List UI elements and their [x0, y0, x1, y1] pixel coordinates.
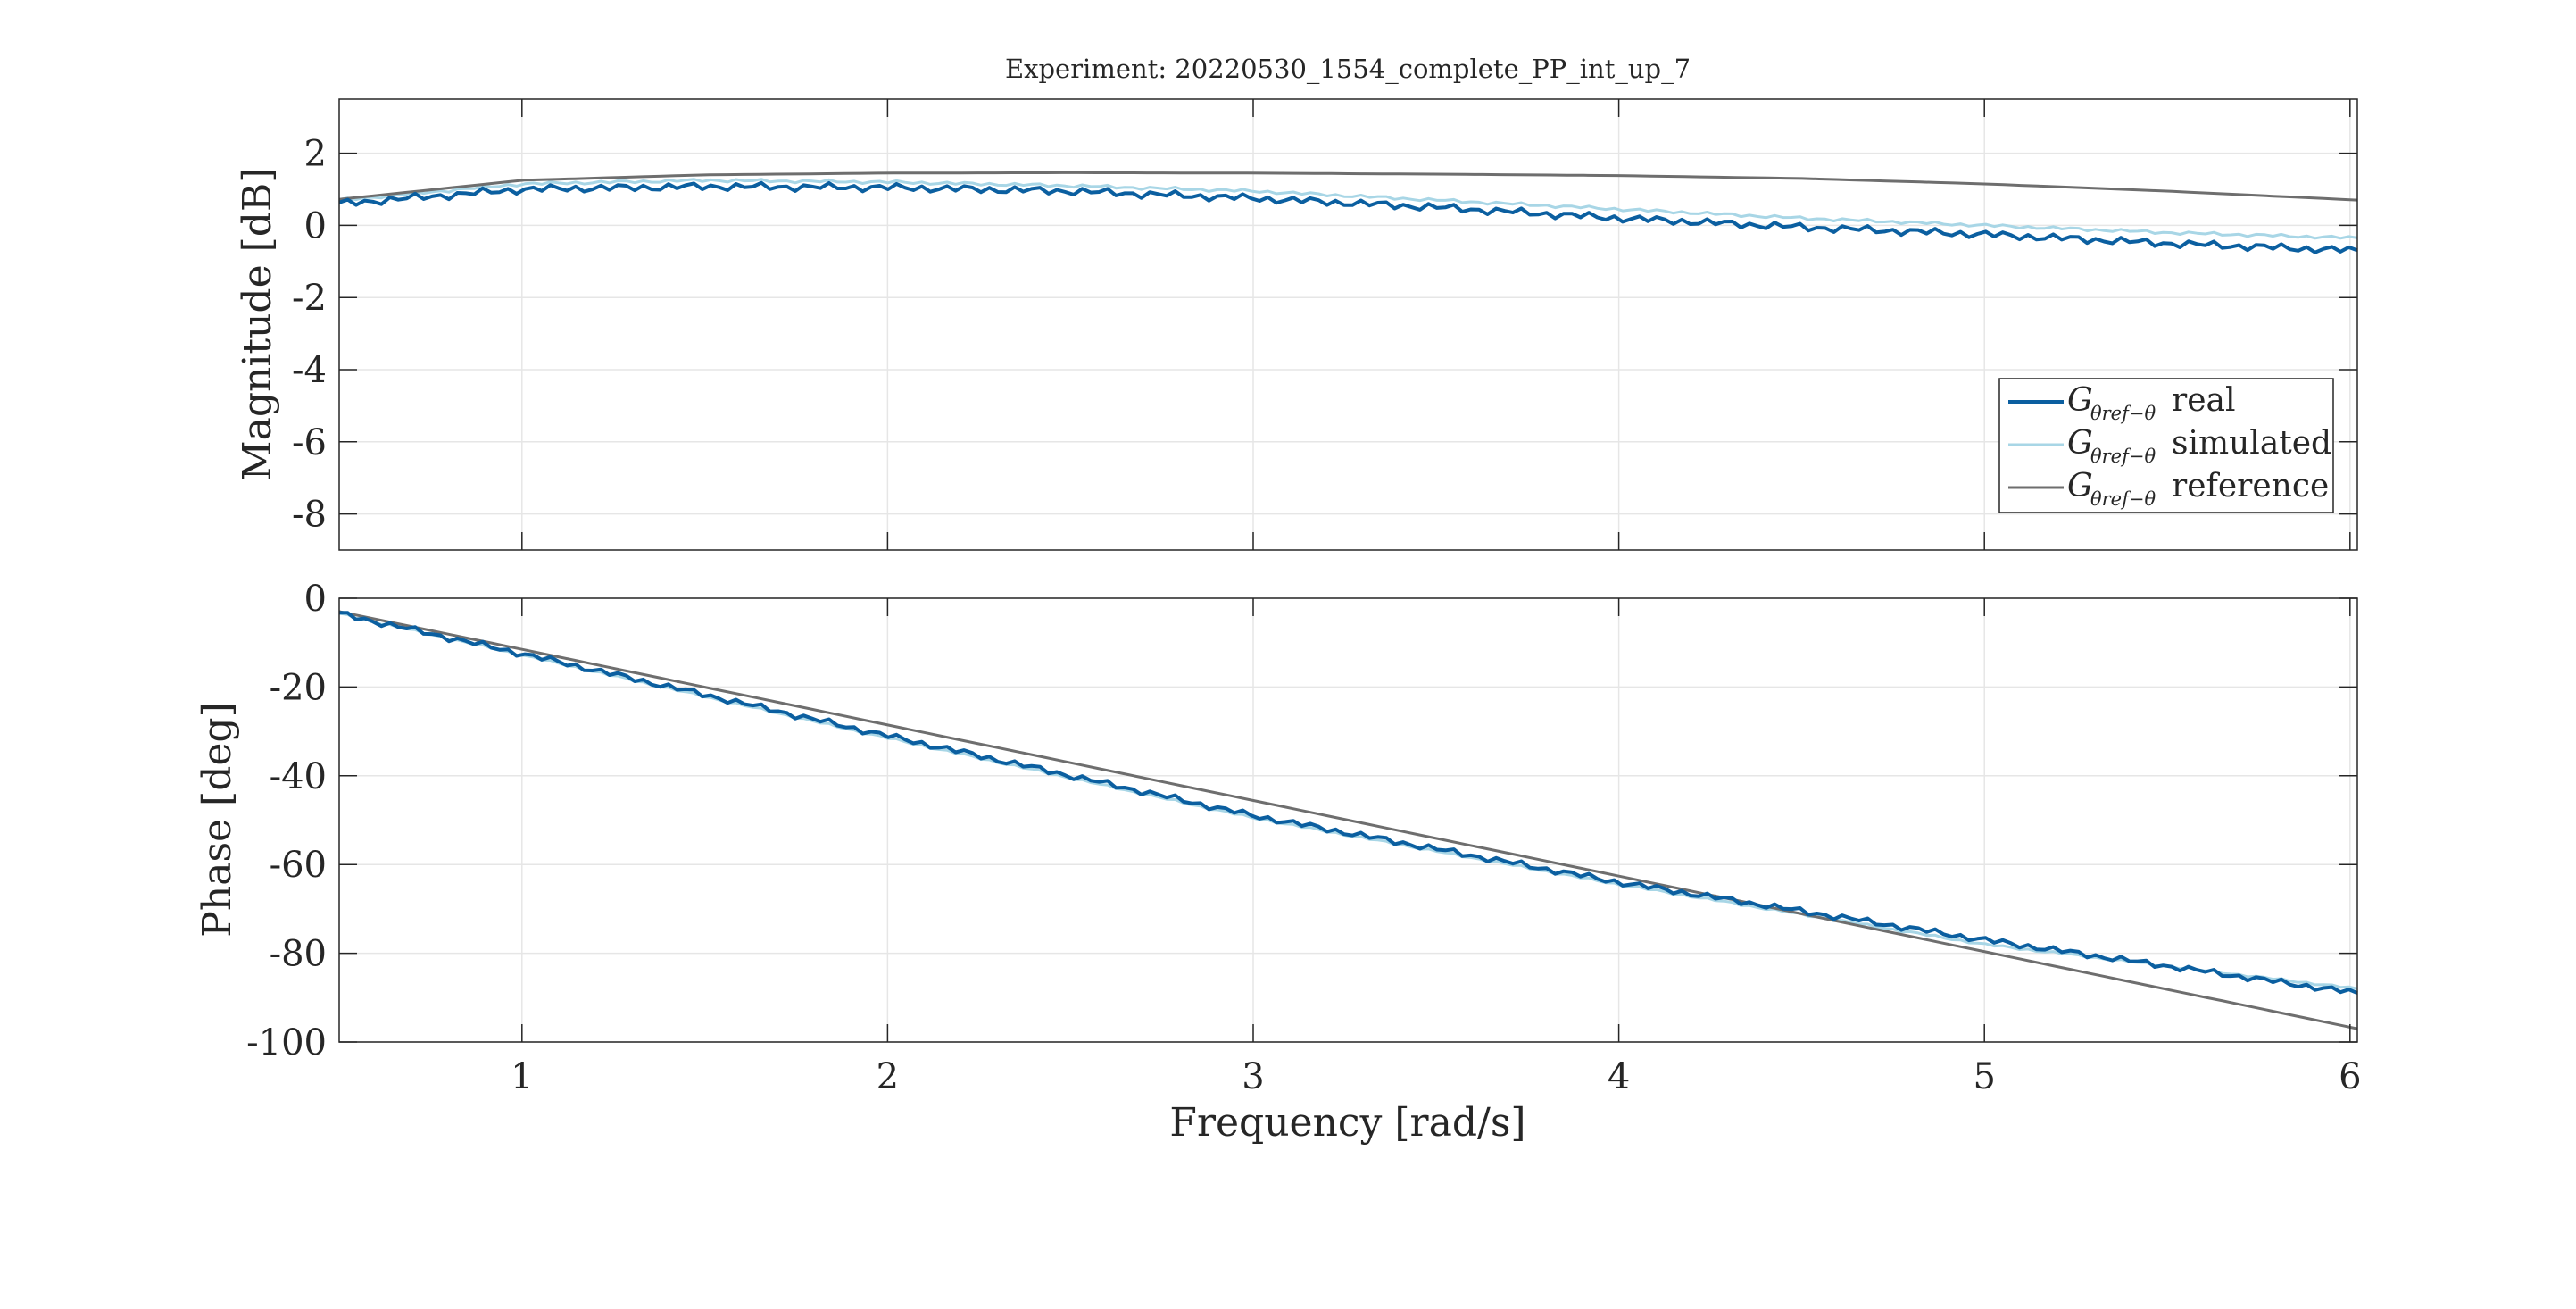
- legend-entry-real: G θref−θ real: [2008, 382, 2236, 424]
- phase-xtick-label: 4: [1608, 1056, 1630, 1097]
- magnitude-series-reference: [338, 171, 2358, 202]
- magnitude-series-real: [338, 180, 2358, 254]
- legend-symbol-reference: G: [2067, 468, 2093, 504]
- phase-ylabel: Phase [deg]: [195, 702, 240, 937]
- magnitude-ytick-label: -4: [292, 350, 327, 391]
- phase-xtick-label: 2: [877, 1056, 899, 1097]
- legend-entry-simulated: G θref−θ simulated: [2008, 425, 2331, 467]
- phase-series: [338, 610, 2358, 1030]
- phase-ytick-label: 0: [304, 579, 327, 620]
- legend-symbol-real: G: [2067, 382, 2093, 419]
- legend-subscript-real: θref−θ: [2090, 403, 2156, 424]
- phase-ytick-label: -20: [270, 667, 327, 708]
- magnitude-ytick-label: -6: [292, 422, 327, 463]
- phase-xtick-label: 5: [1973, 1056, 1995, 1097]
- phase-xtick-label: 3: [1242, 1056, 1264, 1097]
- phase-panel: 1 2 3 4 5 6 -100 -80 -60 -40 -20 0 Phase [deg] Freq…: [195, 579, 2362, 1146]
- magnitude-panel: -8 -6 -4 -2 0 2 Magnitude [dB] G θref−θ real …: [235, 98, 2358, 551]
- legend-entry-reference: G θref−θ reference: [2008, 468, 2329, 510]
- magnitude-ticks: -8 -6 -4 -2 0 2: [292, 99, 2357, 550]
- magnitude-series-simulated: [338, 178, 2358, 240]
- magnitude-ylabel: Magnitude [dB]: [235, 168, 280, 481]
- phase-ytick-label: -40: [270, 756, 327, 797]
- legend-subscript-simulated: θref−θ: [2090, 446, 2156, 467]
- phase-series-simulated: [338, 612, 2358, 990]
- figure-title: Experiment: 20220530_1554_complete_PP_in…: [1005, 54, 1691, 85]
- phase-series-real: [338, 611, 2358, 995]
- magnitude-ytick-label: 0: [304, 205, 327, 246]
- legend-label-reference: reference: [2172, 468, 2329, 504]
- legend-symbol-simulated: G: [2067, 425, 2093, 462]
- magnitude-ytick-label: -2: [292, 278, 327, 319]
- phase-ticks: 1 2 3 4 5 6 -100 -80 -60 -40 -20 0: [246, 579, 2361, 1097]
- legend-subscript-reference: θref−θ: [2090, 488, 2156, 510]
- phase-series-reference: [338, 610, 2358, 1030]
- magnitude-ytick-label: -8: [292, 495, 327, 536]
- magnitude-axes-box: [338, 98, 2358, 551]
- magnitude-grid: [339, 99, 2357, 550]
- phase-axes-box: [338, 597, 2358, 1043]
- phase-xlabel: Frequency [rad/s]: [1169, 1100, 1525, 1146]
- legend-label-simulated: simulated: [2172, 425, 2331, 462]
- phase-ytick-label: -100: [246, 1022, 327, 1063]
- legend: G θref−θ real G θref−θ simulated G θref−…: [1998, 378, 2334, 513]
- phase-xtick-label: 1: [511, 1056, 533, 1097]
- legend-label-real: real: [2172, 382, 2236, 419]
- phase-xtick-label: 6: [2339, 1056, 2361, 1097]
- magnitude-series: [338, 171, 2358, 254]
- phase-ytick-label: -60: [270, 845, 327, 886]
- phase-ytick-label: -80: [270, 934, 327, 975]
- magnitude-ytick-label: 2: [304, 134, 327, 175]
